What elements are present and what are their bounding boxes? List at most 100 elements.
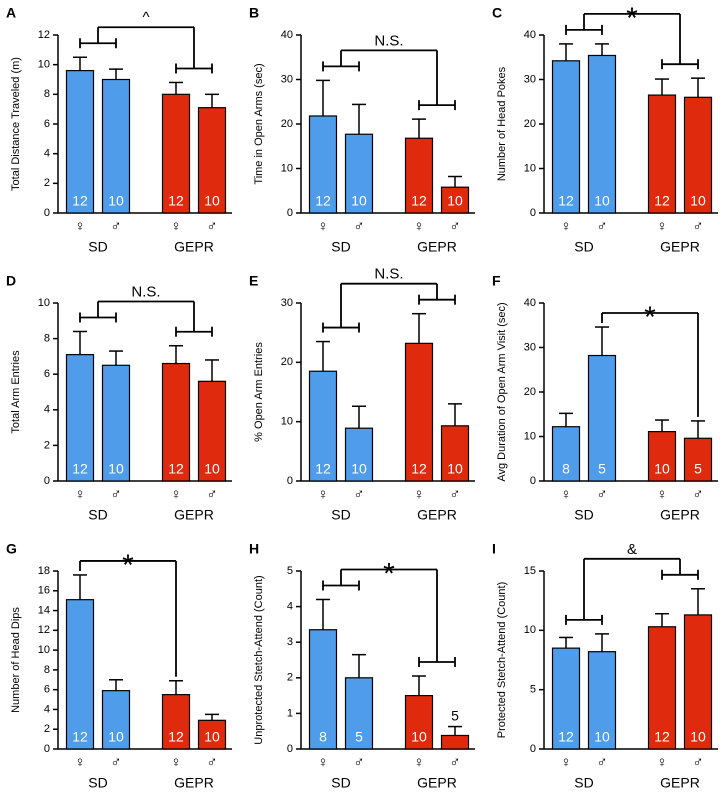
y-tick-label: 18 <box>38 565 50 577</box>
y-tick-label: 6 <box>44 684 50 696</box>
group-label: GEPR <box>660 775 700 791</box>
bar <box>683 614 713 750</box>
group-label: SD <box>88 775 107 791</box>
panel-letter: A <box>6 5 16 21</box>
y-tick-label: 16 <box>38 585 50 597</box>
sample-size: 8 <box>562 461 570 477</box>
group-label: GEPR <box>174 775 214 791</box>
x-tick-label: ♀ <box>317 754 328 771</box>
y-tick-label: 10 <box>524 162 536 174</box>
sample-size: 10 <box>204 461 220 477</box>
bar <box>683 437 713 482</box>
sample-size: 10 <box>690 729 706 745</box>
sample-size: 10 <box>204 729 220 745</box>
sample-size: 10 <box>594 729 610 745</box>
group-label: SD <box>88 239 107 255</box>
y-axis-label: Number of Head Pokes <box>496 66 508 181</box>
x-tick-label: ♂ <box>206 218 217 235</box>
y-tick-label: 10 <box>38 644 50 656</box>
sample-size: 5 <box>598 461 606 477</box>
y-tick-label: 40 <box>281 29 293 41</box>
y-tick-label: 0 <box>287 207 293 219</box>
sample-size: 10 <box>351 461 367 477</box>
x-tick-label: ♂ <box>596 754 607 771</box>
y-tick-label: 8 <box>44 333 50 345</box>
group-label: SD <box>331 507 350 523</box>
y-tick-label: 20 <box>281 356 293 368</box>
x-tick-label: ♀ <box>170 754 181 771</box>
x-tick-label: ♂ <box>692 754 703 771</box>
bar <box>101 364 131 482</box>
panel-letter: H <box>249 541 259 557</box>
y-tick-label: 0 <box>44 207 50 219</box>
y-tick-label: 4 <box>44 703 50 715</box>
x-tick-label: ♂ <box>110 486 121 503</box>
panel-letter: E <box>249 273 258 289</box>
sample-size: 12 <box>654 729 670 745</box>
significance-label: * <box>644 301 656 334</box>
y-tick-label: 40 <box>524 297 536 309</box>
significance-label: N.S. <box>374 32 403 49</box>
y-tick-label: 0 <box>530 475 536 487</box>
y-tick-label: 15 <box>524 565 536 577</box>
x-tick-label: ♀ <box>656 486 667 503</box>
x-tick-label: ♂ <box>206 486 217 503</box>
sample-size: 12 <box>168 461 184 477</box>
panel-letter: D <box>6 273 16 289</box>
y-tick-label: 12 <box>38 29 50 41</box>
x-tick-label: ♂ <box>449 486 460 503</box>
significance-label: N.S. <box>131 283 160 300</box>
sample-size: 10 <box>411 729 427 745</box>
sample-size: 12 <box>558 729 574 745</box>
group-label: SD <box>88 507 107 523</box>
panel-letter: G <box>6 541 17 557</box>
sample-size: 10 <box>654 461 670 477</box>
bar <box>551 60 581 214</box>
y-tick-label: 12 <box>38 624 50 636</box>
sample-size: 10 <box>204 193 220 209</box>
sample-size: 12 <box>411 193 427 209</box>
y-tick-label: 8 <box>44 88 50 100</box>
y-tick-label: 2 <box>44 177 50 189</box>
sample-size: 12 <box>168 729 184 745</box>
x-tick-label: ♂ <box>596 486 607 503</box>
bar <box>551 426 581 482</box>
bar <box>161 694 191 750</box>
y-tick-label: 30 <box>281 73 293 85</box>
y-axis-label: Number of Head Dips <box>10 607 22 713</box>
group-label: SD <box>574 239 593 255</box>
group-label: GEPR <box>417 775 457 791</box>
bar <box>344 677 374 750</box>
bar <box>65 354 95 482</box>
group-label: GEPR <box>174 507 214 523</box>
y-tick-label: 4 <box>287 601 293 613</box>
y-tick-label: 6 <box>44 368 50 380</box>
y-tick-label: 1 <box>287 707 293 719</box>
x-tick-label: ♂ <box>353 218 364 235</box>
y-tick-label: 10 <box>38 297 50 309</box>
bar <box>587 354 617 482</box>
sample-size: 5 <box>694 461 702 477</box>
y-tick-label: 10 <box>38 59 50 71</box>
panel-letter: I <box>492 541 496 557</box>
y-tick-label: 20 <box>524 118 536 130</box>
sample-size: 5 <box>355 729 363 745</box>
sample-size: 12 <box>558 193 574 209</box>
y-axis-label: % Open Arm Entries <box>253 342 265 442</box>
y-axis-label: Total Arm Entries <box>10 350 22 434</box>
sample-size: 10 <box>108 729 124 745</box>
bar <box>197 719 227 750</box>
y-tick-label: 0 <box>287 475 293 487</box>
x-tick-label: ♀ <box>170 218 181 235</box>
bar <box>344 427 374 482</box>
y-tick-label: 2 <box>287 672 293 684</box>
sample-size: 12 <box>168 193 184 209</box>
group-label: SD <box>331 775 350 791</box>
bar <box>101 78 131 214</box>
sample-size: 10 <box>108 193 124 209</box>
y-tick-label: 4 <box>44 148 50 160</box>
significance-label: * <box>626 2 638 35</box>
x-tick-label: ♂ <box>353 486 364 503</box>
significance-label: * <box>122 549 134 582</box>
